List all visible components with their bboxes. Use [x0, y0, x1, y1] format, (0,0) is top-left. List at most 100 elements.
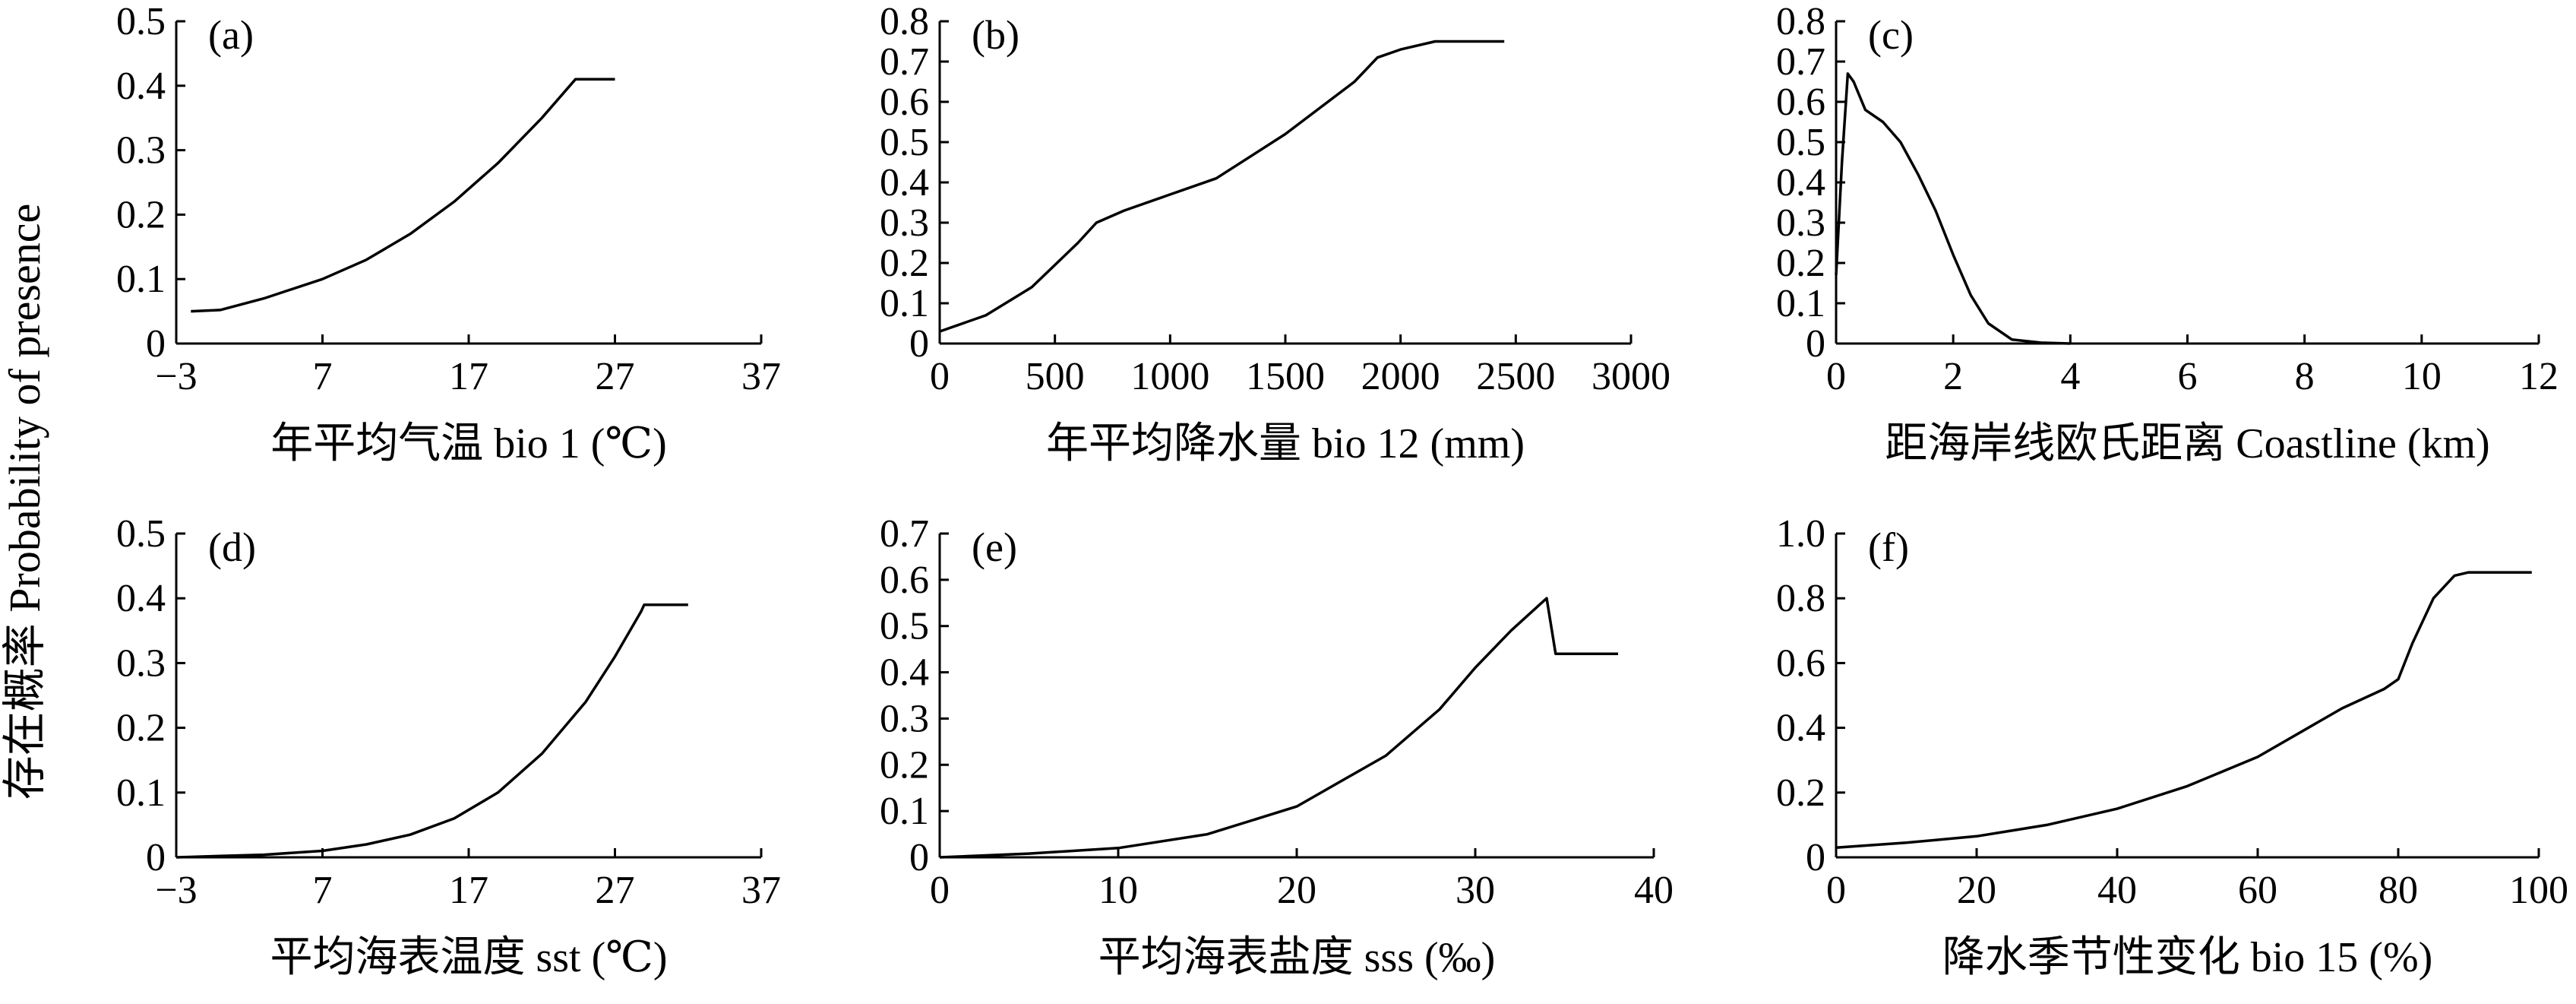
y-tick-label: 0.8 [880, 0, 929, 43]
response-curve [939, 40, 1505, 333]
x-axis-label: 年平均降水量 bio 12 (mm) [1046, 420, 1525, 467]
x-tick-label: 10 [1098, 869, 1138, 912]
x-axis-label: 距海岸线欧氏距离 Coastline (km) [1885, 420, 2489, 467]
y-tick-label: 0.3 [1776, 201, 1825, 245]
x-tick-label: 30 [1456, 869, 1495, 912]
x-tick-label: 0 [1826, 869, 1846, 912]
y-tick-label: 0.1 [880, 282, 929, 325]
y-tick-label: 0.1 [116, 258, 166, 301]
y-tick-label: 0.2 [116, 707, 166, 750]
x-tick-label: 1000 [1130, 355, 1209, 398]
y-tick-label: 0.5 [116, 512, 166, 556]
x-tick-label: −3 [155, 355, 197, 398]
y-tick-label: 0 [909, 322, 929, 366]
x-tick-label: 27 [596, 355, 635, 398]
y-tick-label: 0.6 [880, 559, 929, 602]
y-tick-label: 1.0 [1776, 512, 1825, 556]
x-tick-label: 8 [2295, 355, 2315, 398]
x-tick-label: 2500 [1476, 355, 1555, 398]
chart-panel-2: 0 500 1000 1500 2000 2500 3000 00.10.20.30.40.5… [880, 0, 1670, 467]
shared-y-axis-label: 存在概率 Probability of presence [0, 204, 49, 800]
x-axis-label: 降水季节性变化 bio 15 (%) [1942, 934, 2433, 981]
y-tick-label: 0.4 [1776, 161, 1825, 204]
x-tick-label: 2 [1943, 355, 1963, 398]
x-tick-label: 17 [449, 355, 488, 398]
y-tick-label: 0.6 [880, 81, 929, 124]
x-tick-label: 37 [741, 869, 781, 912]
x-tick-label: 80 [2378, 869, 2418, 912]
x-tick-label: 3000 [1591, 355, 1670, 398]
x-tick-label: −3 [155, 869, 197, 912]
y-tick-label: 0.7 [880, 512, 929, 556]
panel-label: (a) [208, 12, 254, 58]
response-curve [1835, 571, 2532, 849]
y-tick-label: 0.2 [1776, 771, 1825, 815]
panel-label: (b) [972, 12, 1019, 58]
x-axis-label: 平均海表温度 sst (℃) [270, 934, 667, 981]
y-tick-label: 0.2 [116, 193, 166, 236]
chart-panel-3: 0 2 4 6 8 10 12 00.10.20.30.40.50.60.70.8 (c) 距海岸… [1776, 0, 2559, 467]
response-curve [939, 597, 1618, 859]
chart-panel-1: −3 7 17 27 37 0 0.1 0.2 0.3 0.4 0.5 (a) 年平均气温 bio 1 … [116, 0, 781, 467]
y-tick-label: 0.3 [116, 641, 166, 685]
x-tick-label: 6 [2178, 355, 2198, 398]
y-tick-label: 0.6 [1776, 81, 1825, 124]
x-tick-label: 40 [2097, 869, 2137, 912]
y-tick-label: 0.8 [1776, 0, 1825, 43]
x-tick-label: 1500 [1246, 355, 1325, 398]
x-tick-label: 10 [2402, 355, 2442, 398]
y-tick-label: 0.4 [880, 161, 929, 204]
y-tick-label: 0.7 [880, 40, 929, 84]
panel-label: (e) [972, 524, 1017, 570]
y-tick-label: 0.3 [880, 697, 929, 740]
panel-label: (d) [208, 524, 256, 570]
y-tick-label: 0.5 [880, 605, 929, 648]
y-tick-label: 0.2 [1776, 242, 1825, 285]
y-tick-label: 0.3 [880, 201, 929, 245]
y-tick-label: 0.2 [880, 743, 929, 787]
y-tick-label: 0.2 [880, 242, 929, 285]
response-curve [1835, 72, 2071, 345]
x-tick-label: 20 [1277, 869, 1316, 912]
y-tick-label: 0.4 [116, 577, 166, 620]
y-tick-label: 0.5 [116, 0, 166, 43]
y-tick-label: 0 [909, 836, 929, 879]
chart-panel-6: 0 20 40 60 80 100 0 0.2 0.4 0.6 0.8 1.0 (f) 降水季节性变化 b… [1776, 512, 2568, 981]
x-tick-label: 17 [449, 869, 488, 912]
response-curve [191, 78, 615, 313]
y-tick-label: 0 [146, 836, 166, 879]
y-tick-label: 0.4 [116, 65, 166, 108]
x-tick-label: 7 [313, 355, 333, 398]
y-tick-label: 0 [146, 322, 166, 366]
panel-label: (f) [1868, 524, 1909, 570]
x-tick-label: 60 [2238, 869, 2277, 912]
x-axis-label: 平均海表盐度 sss (‰) [1098, 934, 1496, 981]
y-tick-label: 0.1 [880, 790, 929, 833]
x-tick-label: 4 [2060, 355, 2080, 398]
x-tick-label: 0 [930, 355, 950, 398]
x-tick-label: 2000 [1361, 355, 1440, 398]
y-tick-label: 0.1 [116, 771, 166, 815]
x-tick-label: 500 [1026, 355, 1085, 398]
y-tick-label: 0 [1806, 322, 1825, 366]
x-axis-label: 年平均气温 bio 1 (℃) [270, 420, 667, 467]
y-tick-label: 0.5 [1776, 121, 1825, 164]
panel-label: (c) [1868, 12, 1914, 58]
y-tick-label: 0.6 [1776, 641, 1825, 685]
y-tick-label: 0 [1806, 836, 1825, 879]
y-tick-label: 0.7 [1776, 40, 1825, 84]
chart-panel-5: 0 10 20 30 40 00.10.20.30.40.50.60.7 (e) 平均海表盐度… [880, 512, 1674, 981]
chart-panel-4: −3 7 17 27 37 0 0.1 0.2 0.3 0.4 0.5 (d) 平均海表温度 sst (… [116, 512, 781, 981]
x-tick-label: 37 [741, 355, 781, 398]
y-tick-label: 0.8 [1776, 577, 1825, 620]
y-tick-label: 0.5 [880, 121, 929, 164]
y-tick-label: 0.4 [880, 651, 929, 695]
x-tick-label: 7 [313, 869, 333, 912]
x-tick-label: 0 [1826, 355, 1846, 398]
response-curve [175, 603, 688, 859]
x-tick-label: 20 [1957, 869, 1996, 912]
x-tick-label: 27 [596, 869, 635, 912]
x-tick-label: 100 [2509, 869, 2568, 912]
